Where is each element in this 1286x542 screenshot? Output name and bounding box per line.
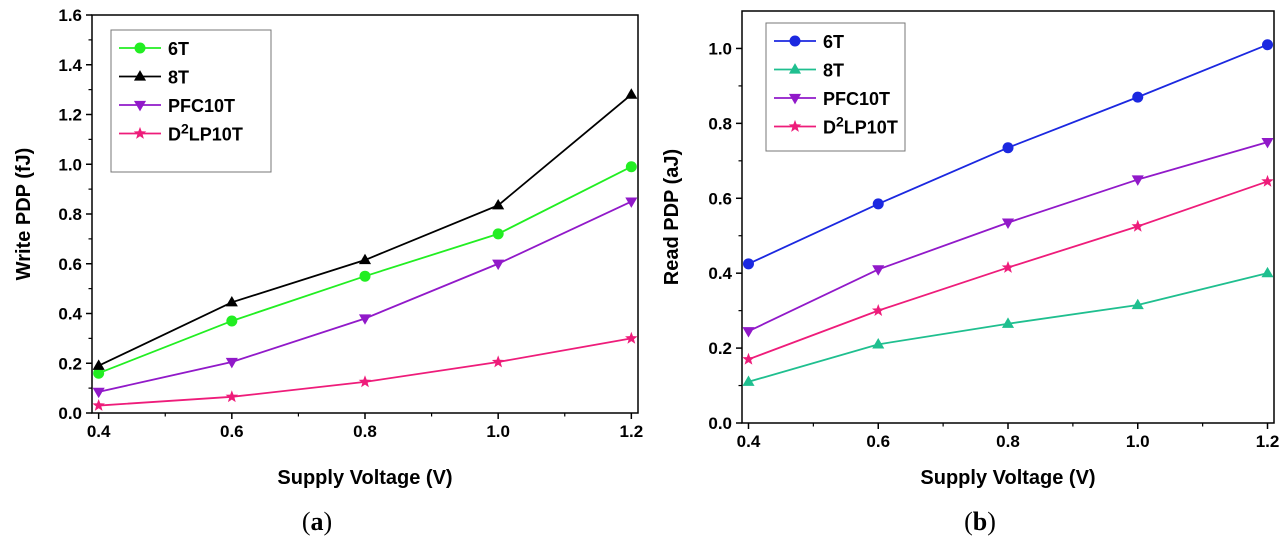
panel-a-x-tick-label: 0.6: [220, 422, 244, 441]
panel-a-legend-entry-8t: 8T: [168, 68, 189, 88]
panel-b-x-tick-label: 0.8: [996, 432, 1020, 451]
panel-b-x-axis-label: Supply Voltage (V): [920, 467, 1095, 489]
panel-a-data-point-8t: [625, 88, 638, 99]
panel-a-y-tick-label: 0.2: [58, 354, 82, 373]
panel-b-y-axis-label: Read PDP (aJ): [661, 149, 683, 285]
panel-b-data-point-pfc10t: [1261, 137, 1274, 149]
panel-b-x-tick-label: 0.4: [737, 432, 761, 451]
panel-b-caption: (b): [964, 507, 996, 536]
panel-a-data-point-8t: [492, 198, 505, 210]
panel-a-data-point-pfc10t: [492, 259, 505, 271]
panel-b-data-point-6t: [1002, 142, 1014, 154]
panel-b-data-point-6t: [1262, 39, 1274, 51]
panel-a-data-point-pfc10t: [225, 357, 238, 369]
panel-a-x-tick-label: 1.2: [620, 422, 644, 441]
panel-b-legend-entry-pfc10t: PFC10T: [823, 89, 890, 109]
panel-a-data-point-6t: [359, 270, 371, 282]
panel-b-y-tick-label: 0.8: [708, 114, 732, 133]
panel-a-caption: (a): [302, 507, 332, 536]
panel-b-data-point-8t: [742, 375, 755, 386]
panel-b-data-point-d2lp10t: [1131, 219, 1145, 232]
panel-a-data-point-6t: [93, 367, 105, 379]
panel-a-data-point-6t: [492, 228, 504, 240]
panel-a-legend-marker-8t: [133, 70, 147, 81]
panel-a-series-line-6t: [98, 165, 632, 375]
panel-a-data-point-d2lp10t: [92, 398, 105, 411]
panel-a-y-tick-label: 0.4: [58, 305, 82, 324]
panel-b-data-point-8t: [1261, 266, 1274, 278]
panel-b-x-tick-label: 0.6: [866, 432, 890, 451]
panel-a-y-tick-label: 0.6: [58, 255, 82, 274]
panel-b-data-point-pfc10t: [872, 265, 885, 276]
panel-a-y-tick-label: 1.2: [58, 106, 82, 125]
panel-a-x-tick-label: 1.0: [486, 422, 510, 441]
panel-b-data-point-6t: [1132, 91, 1144, 103]
panel-a-data-point-pfc10t: [358, 314, 372, 325]
panel-a-legend-entry-d2lp10t: D2LP10T: [168, 121, 243, 145]
panel-a-data-point-pfc10t: [92, 387, 105, 399]
panel-a-y-tick-label: 0.8: [58, 205, 82, 224]
panel-a-y-tick-label: 1.6: [58, 6, 82, 25]
panel-a-x-tick-label: 0.8: [353, 422, 377, 441]
panel-a-legend-marker-pfc10t: [133, 100, 147, 112]
panel-b-y-tick-label: 0.6: [708, 189, 732, 208]
panel-a-series-line-pfc10t: [98, 200, 632, 393]
panel-b-data-point-d2lp10t: [871, 304, 885, 316]
panel-a-data-point-8t: [92, 359, 105, 370]
panel-a-x-tick-label: 0.4: [87, 422, 111, 441]
panel-b-data-point-pfc10t: [742, 327, 755, 338]
panel-b-series-line-pfc10t: [748, 141, 1268, 333]
chart-panel-a: 0.4 0.6 0.8 1.0 1.2 0.0 0.2 0.4 0.6 0.8 1.0 1.2 1.4 1…: [13, 6, 643, 536]
panel-b-data-point-8t: [1131, 298, 1144, 310]
panel-b-data-point-8t: [872, 338, 885, 349]
panel-b-x-tick-label: 1.0: [1126, 432, 1150, 451]
panel-b-legend-entry-8t: 8T: [823, 61, 844, 81]
panel-b-legend-marker-pfc10t: [788, 93, 802, 105]
panel-a-data-point-8t: [358, 253, 372, 265]
panel-b-legend-entry-d2lp10t: D2LP10T: [823, 114, 898, 138]
panel-b-legend-entry-6t: 6T: [823, 32, 844, 52]
panel-a-data-point-6t: [625, 161, 637, 173]
panel-a-y-axis-label: Write PDP (fJ): [13, 148, 35, 281]
panel-b-y-tick-label: 0.4: [708, 264, 732, 283]
panel-b-x-tick-label: 1.2: [1256, 432, 1280, 451]
panel-a-series-line-d2lp10t: [98, 337, 632, 407]
panel-b-legend-marker-6t: [789, 35, 801, 47]
panel-b-data-point-8t: [1001, 317, 1015, 328]
panel-a-x-axis-label: Supply Voltage (V): [277, 467, 452, 489]
panel-b-data-point-d2lp10t: [1001, 260, 1015, 273]
panel-a-data-point-pfc10t: [625, 197, 638, 208]
panel-a-data-point-d2lp10t: [225, 390, 239, 403]
panel-a-y-tick-label: 1.4: [58, 56, 82, 75]
panel-b-legend-box: [765, 22, 906, 152]
chart-panel-b: 0.4 0.6 0.8 1.0 1.2 0.0 0.2 0.4 0.6 0.8 1.0 Supply …: [661, 10, 1280, 536]
panel-b-data-point-6t: [742, 258, 754, 270]
panel-b-y-tick-label: 0.2: [708, 339, 732, 358]
panel-a-data-point-d2lp10t: [625, 331, 638, 344]
panel-b-data-point-d2lp10t: [1261, 174, 1274, 187]
panel-a-y-tick-label: 1.0: [58, 155, 82, 174]
panel-b-legend-marker-8t: [788, 63, 802, 74]
panel-a-legend-entry-pfc10t: PFC10T: [168, 96, 235, 116]
panel-b-legend-marker-d2lp10t: [788, 119, 802, 132]
panel-a-data-point-d2lp10t: [358, 375, 372, 388]
panel-b-data-point-pfc10t: [1001, 218, 1015, 229]
panel-b-y-tick-label: 0.0: [708, 414, 732, 433]
panel-a-legend-marker-6t: [134, 42, 146, 54]
panel-a-data-point-6t: [226, 315, 238, 327]
panel-a-legend-entry-6t: 6T: [168, 39, 189, 59]
panel-a-data-point-d2lp10t: [491, 355, 505, 368]
panel-b-y-tick-label: 1.0: [708, 39, 732, 58]
panel-b-data-point-6t: [872, 198, 884, 210]
panel-a-y-tick-label: 0.0: [58, 404, 82, 423]
panel-b-data-point-d2lp10t: [742, 352, 755, 365]
panel-b-series-line-d2lp10t: [748, 180, 1268, 361]
panel-b-data-point-pfc10t: [1131, 175, 1144, 186]
panel-a-legend-marker-d2lp10t: [133, 126, 147, 139]
panel-a-data-point-8t: [225, 295, 238, 307]
